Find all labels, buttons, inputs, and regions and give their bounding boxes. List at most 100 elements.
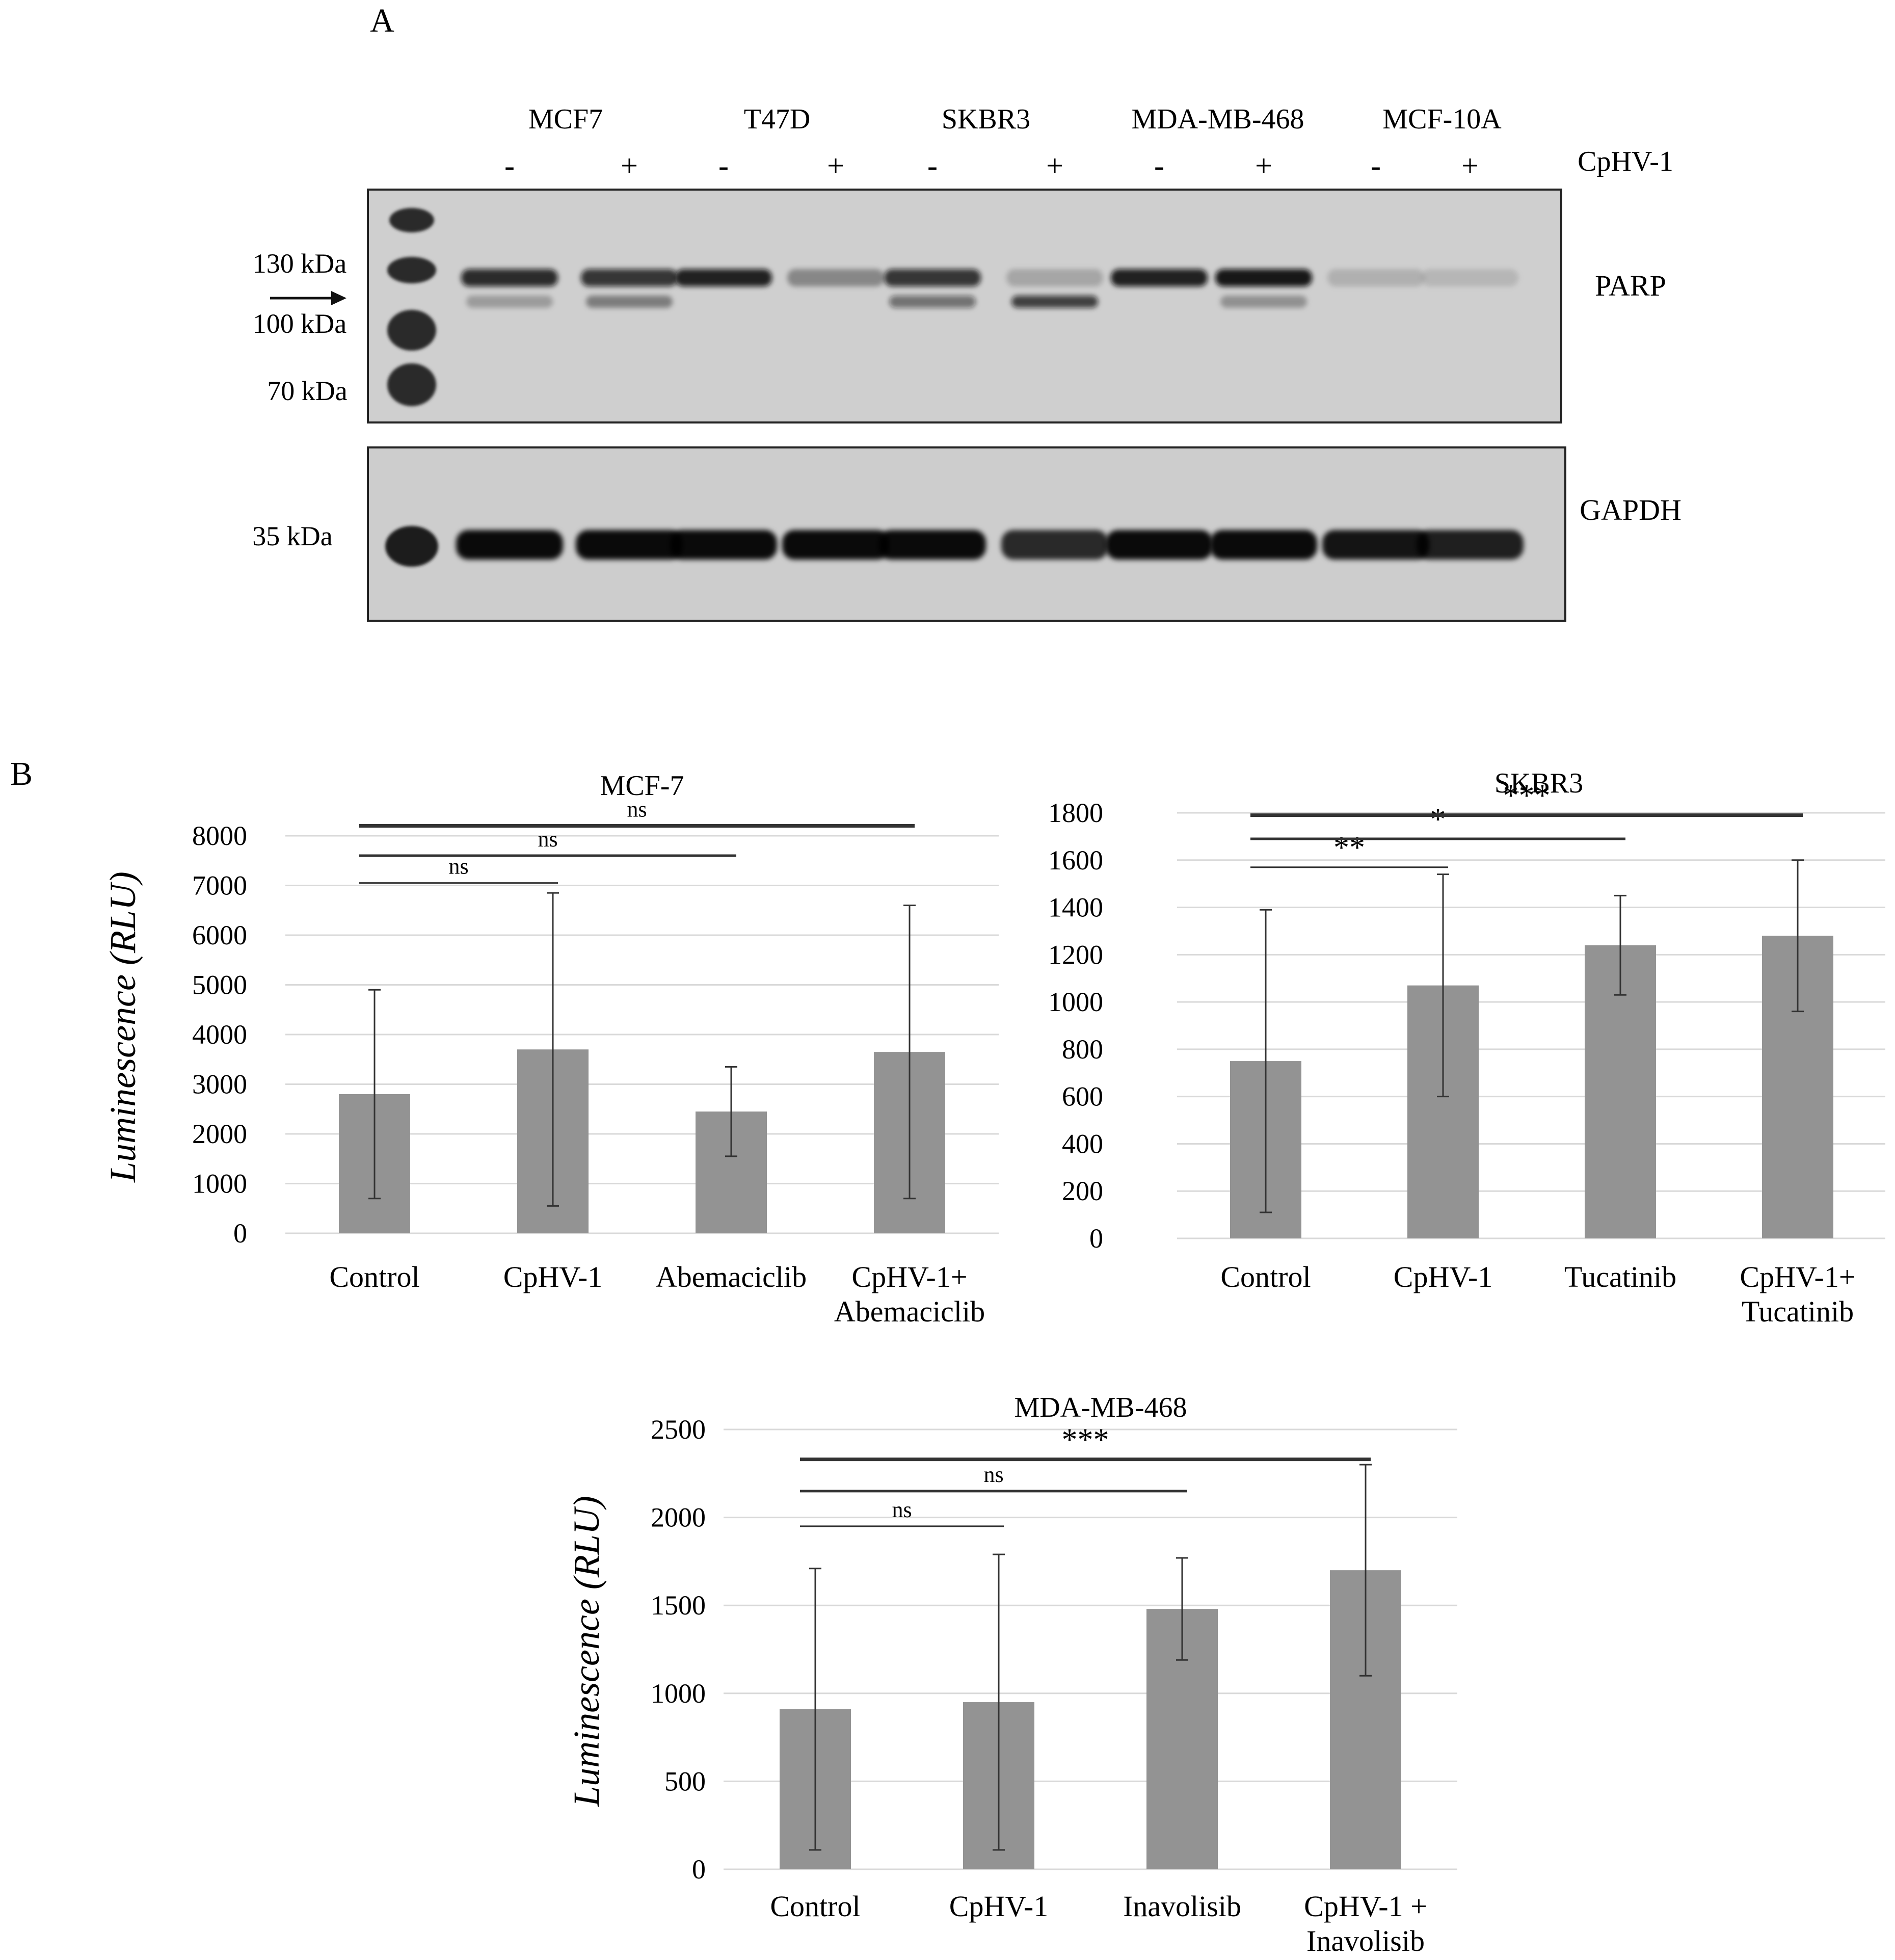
parp-cleaved-band: [586, 296, 673, 308]
category-label: CpHV-1+ Abemaciclib: [834, 1260, 985, 1328]
cell-line-label: T47D: [744, 103, 811, 135]
gapdh-band: [879, 530, 986, 560]
gapdh-band: [456, 530, 563, 560]
y-tick-label: 7000: [192, 870, 247, 901]
significance-label: ns: [983, 1462, 1003, 1487]
parp-full-band: [675, 269, 772, 286]
cell-line-label: MCF7: [528, 103, 603, 135]
cell-line-label: SKBR3: [942, 103, 1030, 135]
western-blot: MCF7 T47D SKBR3 MDA-MB-468 MCF-10A - + - + - + - + -…: [252, 103, 1682, 622]
treatment-sign: +: [1046, 149, 1063, 182]
chart-title: MDA-MB-468: [1014, 1392, 1187, 1423]
parp-cleaved-band: [1220, 296, 1307, 308]
significance-label: **: [1333, 831, 1365, 865]
parp-bands: [461, 269, 1518, 308]
marker-70: 70 kDa: [267, 376, 347, 406]
y-tick-label: 2000: [192, 1119, 247, 1149]
gapdh-band: [1001, 530, 1108, 560]
category-label: CpHV-1: [503, 1260, 602, 1293]
y-tick-label: 1000: [192, 1169, 247, 1199]
parp-full-band: [461, 269, 558, 286]
cleaved-parp-arrow-icon: [270, 291, 346, 305]
y-axis-label: Luminescence (RLU): [102, 871, 143, 1183]
cell-line-label: MCF-10A: [1382, 103, 1502, 135]
treatment-sign-labels: - + - + - + - + - +: [504, 149, 1479, 182]
significance-label: ns: [892, 1497, 912, 1522]
parp-full-band: [1422, 269, 1518, 286]
y-tick-label: 3000: [192, 1069, 247, 1100]
y-tick-label: 4000: [192, 1019, 247, 1050]
category-label: Tucatinib: [1564, 1260, 1676, 1293]
panel-label-a: A: [370, 2, 394, 39]
parp-cleaved-band: [466, 296, 553, 308]
chart-mda-mb-468: 0 500 1000 1500 2000 2500 MDA-MB-468 Luminescen…: [566, 1392, 1457, 1957]
y-tick-label: 5000: [192, 970, 247, 1000]
significance-label: ns: [538, 827, 557, 852]
treatment-sign: -: [504, 149, 515, 182]
y-tick-label: 800: [1062, 1034, 1103, 1065]
parp-full-band: [1215, 269, 1312, 286]
parp-full-band: [884, 269, 981, 286]
y-tick-label: 0: [233, 1218, 247, 1249]
y-tick-label: 1600: [1048, 845, 1103, 876]
significance-label: ns: [627, 797, 647, 822]
chart-title: SKBR3: [1494, 767, 1583, 799]
y-tick-label: 0: [1089, 1223, 1103, 1254]
gapdh-band: [782, 530, 889, 560]
treatment-label: CpHV-1: [1578, 146, 1673, 177]
gapdh-band: [1106, 530, 1213, 560]
marker-35: 35 kDa: [252, 521, 332, 551]
parp-full-band: [1006, 269, 1103, 286]
cell-line-label: MDA-MB-468: [1131, 103, 1304, 135]
y-tick-label: 1500: [651, 1590, 706, 1621]
chart-skbr3: 0 200 400 600 800 1000 1200 1400 1600 1800 SKBR3 Co…: [1048, 767, 1885, 1328]
chart-title: MCF-7: [600, 770, 684, 802]
ladder-lane: [385, 208, 438, 567]
parp-full-band: [1111, 269, 1208, 286]
protein-label-gapdh: GAPDH: [1580, 493, 1682, 526]
panel-label-b: B: [10, 755, 33, 792]
gapdh-band: [1417, 530, 1524, 560]
y-tick-label: 1000: [651, 1678, 706, 1709]
y-tick-label: 1000: [1048, 987, 1103, 1017]
protein-label-parp: PARP: [1595, 269, 1666, 302]
category-label: Abemaciclib: [656, 1260, 807, 1293]
y-tick-label: 6000: [192, 920, 247, 950]
treatment-sign: +: [1461, 149, 1479, 182]
chart-mcf7: 0 1000 2000 3000 4000 5000 6000 7000 8000 MCF-7 Lu…: [102, 770, 999, 1328]
category-label: Control: [1220, 1260, 1311, 1293]
y-tick-label: 1400: [1048, 892, 1103, 923]
category-label: CpHV-1: [949, 1890, 1048, 1923]
y-tick-label: 1800: [1048, 798, 1103, 828]
category-label: Control: [329, 1260, 419, 1293]
y-axis-label: Luminescence (RLU): [566, 1496, 607, 1807]
y-tick-label: 2000: [651, 1502, 706, 1533]
gapdh-bands: [456, 530, 1524, 560]
y-tick-label: 8000: [192, 820, 247, 851]
y-tick-label: 200: [1062, 1176, 1103, 1206]
gapdh-band: [576, 530, 683, 560]
treatment-sign: -: [1371, 149, 1381, 182]
treatment-sign: +: [621, 149, 638, 182]
marker-130: 130 kDa: [253, 248, 346, 279]
significance-label: ***: [1062, 1423, 1109, 1458]
gapdh-band: [1322, 530, 1429, 560]
parp-full-band: [581, 269, 678, 286]
treatment-sign: +: [1255, 149, 1272, 182]
treatment-sign: +: [827, 149, 844, 182]
parp-full-band: [787, 269, 884, 286]
marker-100: 100 kDa: [253, 308, 346, 339]
parp-full-band: [1327, 269, 1424, 286]
y-tick-label: 2500: [651, 1414, 706, 1445]
category-label: Inavolisib: [1123, 1890, 1241, 1923]
category-label: CpHV-1+ Tucatinib: [1740, 1260, 1855, 1328]
treatment-sign: -: [927, 149, 938, 182]
significance-label: *: [1430, 802, 1446, 837]
y-tick-label: 500: [664, 1766, 706, 1796]
significance-label: ns: [448, 854, 468, 879]
treatment-sign: -: [1154, 149, 1164, 182]
y-tick-label: 0: [692, 1854, 706, 1885]
gapdh-band: [1210, 530, 1317, 560]
parp-cleaved-band: [889, 296, 976, 308]
